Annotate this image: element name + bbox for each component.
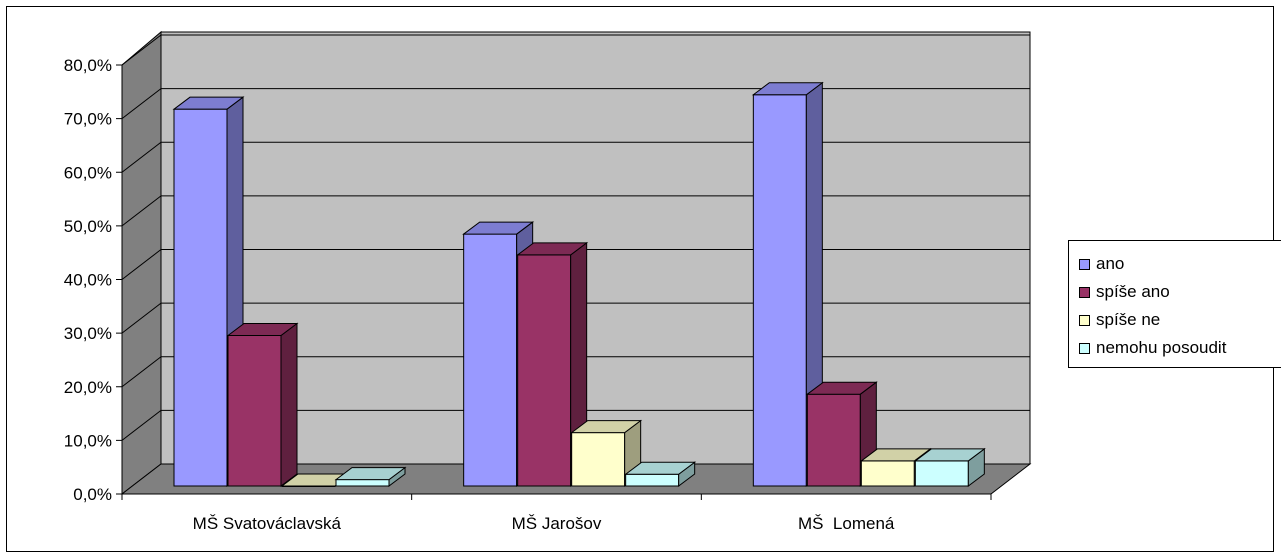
bar-top <box>859 448 932 462</box>
bar-ano-ms-lomena <box>751 81 824 487</box>
legend-item-spise-ne: spíše ne <box>1079 309 1160 331</box>
legend-label-spise-ne: spíše ne <box>1096 310 1161 329</box>
bars <box>172 81 986 487</box>
gridline-side <box>121 356 162 388</box>
y-tick-label: 40,0% <box>64 271 112 290</box>
bar-top <box>624 461 697 475</box>
bar-front <box>517 254 572 487</box>
bar-front <box>806 393 861 487</box>
bar-top <box>516 242 589 256</box>
legend-label-ano: ano <box>1096 254 1125 273</box>
x-tick-label: MŠ Svatováclavská <box>193 514 342 533</box>
bar-top <box>172 96 245 110</box>
y-tick-label: 20,0% <box>64 378 112 397</box>
legend-swatch-spise-ne <box>1079 314 1090 326</box>
gridline-side <box>121 302 162 334</box>
bar-side <box>280 322 298 487</box>
gridlines <box>121 34 1030 441</box>
bar-front <box>227 334 282 487</box>
bar-spise-ne-ms-jarosov <box>570 419 643 487</box>
y-tick-label: 10,0% <box>64 431 112 450</box>
gridline-side <box>121 88 162 120</box>
legend: ano spíše ano spíše ne nemohu posoudit <box>1068 240 1281 368</box>
legend-label-spise-ano: spíše ano <box>1096 282 1170 301</box>
legend-swatch-nemohu-posoudit <box>1079 342 1090 354</box>
bar-ano-ms-svatovaclavska <box>172 96 245 487</box>
bar-front <box>335 479 390 487</box>
bar-front <box>860 460 915 487</box>
bar-top <box>570 420 643 434</box>
bar-top <box>805 381 878 395</box>
bar-front <box>625 473 680 487</box>
legend-item-ano: ano <box>1079 253 1124 275</box>
legend-swatch-ano <box>1079 258 1090 270</box>
gridline-side <box>121 195 162 227</box>
bar-spise-ano-ms-svatovaclavska <box>226 322 299 487</box>
gridline-side <box>121 34 162 66</box>
legend-swatch-spise-ano <box>1079 286 1090 298</box>
gridline-side <box>121 409 162 441</box>
bar-nemohu-posoudit-ms-jarosov <box>624 461 697 487</box>
bar-front <box>463 233 518 487</box>
x-tick-label: MŠ Jarošov <box>512 514 602 533</box>
bar-top <box>751 82 824 96</box>
bar-front <box>914 460 969 487</box>
y-tick-label: 30,0% <box>64 324 112 343</box>
bar-top <box>226 322 299 336</box>
bar-nemohu-posoudit-ms-svatovaclavska <box>334 466 407 487</box>
y-axis: 0,0% 10,0% 20,0% 30,0% 40,0% 50,0% 60,0% 70,0% 8… <box>64 56 123 504</box>
bar-front <box>173 108 228 487</box>
bar-top <box>462 221 535 235</box>
bar-top <box>913 448 986 462</box>
y-tick-label: 0,0% <box>73 485 112 504</box>
legend-item-nemohu-posoudit: nemohu posoudit <box>1079 337 1226 359</box>
gridline-side <box>121 249 162 280</box>
bar-top <box>334 467 407 481</box>
bar-nemohu-posoudit-ms-lomena <box>913 447 986 487</box>
gridline-side <box>121 141 162 173</box>
x-tick-label: MŠ Lomená <box>798 514 895 533</box>
legend-item-spise-ano: spíše ano <box>1079 281 1170 303</box>
chart-side-wall <box>121 30 162 496</box>
legend-label-nemohu-posoudit: nemohu posoudit <box>1096 338 1227 357</box>
y-tick-label: 60,0% <box>64 163 112 182</box>
y-tick-label: 80,0% <box>64 56 112 75</box>
y-tick-label: 50,0% <box>64 217 112 236</box>
bar-spise-ano-ms-jarosov <box>516 241 589 487</box>
y-tick-label: 70,0% <box>64 110 112 129</box>
bar-front <box>752 94 807 487</box>
bar-front <box>571 432 626 487</box>
x-axis: MŠ Svatováclavská MŠ Jarošov MŠ Lomená <box>121 493 992 533</box>
bar-spise-ano-ms-lomena <box>805 381 878 487</box>
